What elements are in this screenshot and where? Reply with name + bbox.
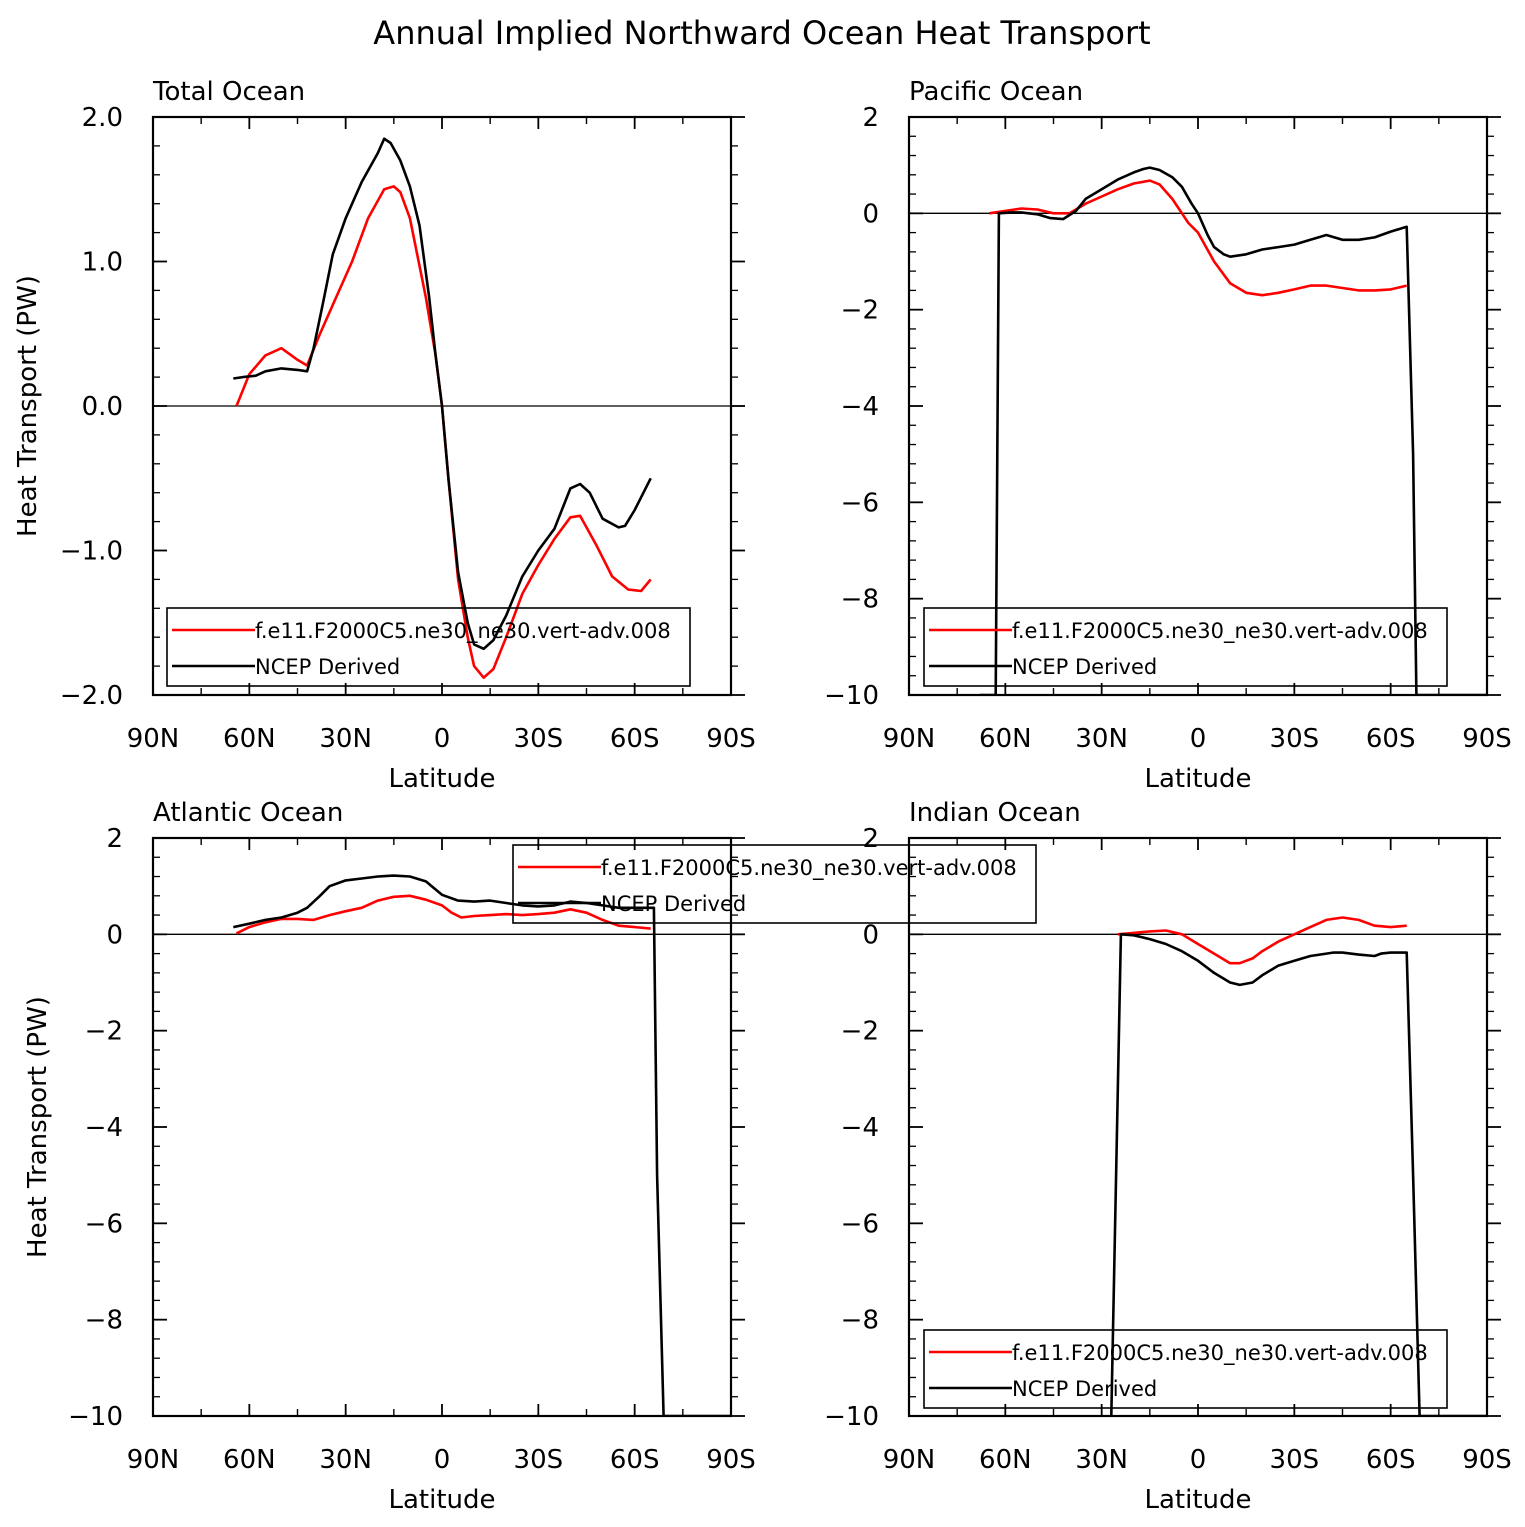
x-tick-label: 30S: [514, 1445, 564, 1475]
x-tick-label: 30N: [1075, 1445, 1128, 1475]
legend-label: NCEP Derived: [1012, 655, 1157, 679]
y-tick-label: −8: [85, 1306, 123, 1336]
y-tick-label: −10: [824, 681, 879, 711]
y-tick-label: 2.0: [82, 103, 123, 133]
legend-label: f.e11.F2000C5.ne30_ne30.vert-adv.008: [601, 856, 1017, 881]
x-tick-label: 30S: [1270, 724, 1320, 754]
y-tick-label: −8: [841, 585, 879, 615]
x-tick-label: 60S: [1366, 1445, 1416, 1475]
legend-box: [166, 607, 691, 687]
legend-box: [923, 607, 1448, 687]
panel-atlantic-ocean: 90N 60N 30N 0 30S 60S 90S −10 −8 −6 −4 −2 0 2 Atlantic…: [23, 798, 1037, 1515]
x-tick-label: 90N: [883, 724, 936, 754]
x-tick-label: 90S: [1462, 724, 1512, 754]
x-tick-label: 0: [434, 1445, 451, 1475]
panel-total-ocean: 90N 60N 30N 0 30S 60S 90S −2.0 −1.0 0.0 1.0 2.0 Tota…: [13, 77, 756, 794]
y-tick-label: −8: [841, 1306, 879, 1336]
y-tick-label: −6: [85, 1209, 123, 1239]
x-tick-label: 0: [434, 724, 451, 754]
panel-title: Atlantic Ocean: [153, 798, 343, 828]
legend-label: f.e11.F2000C5.ne30_ne30.vert-adv.008: [255, 619, 671, 644]
y-tick-label: 0.0: [82, 392, 123, 422]
x-tick-label: 90N: [883, 1445, 936, 1475]
series-group: [1110, 916, 1487, 1416]
legend: f.e11.F2000C5.ne30_ne30.vert-adv.008 NCEP…: [166, 607, 691, 687]
y-tick-label: 2: [106, 824, 123, 854]
series-group: [233, 137, 652, 679]
panel-title: Indian Ocean: [909, 798, 1081, 828]
y-tick-label: −2: [841, 1017, 879, 1047]
legend-label: f.e11.F2000C5.ne30_ne30.vert-adv.008: [1012, 1341, 1428, 1366]
y-tick-label: −6: [841, 1209, 879, 1239]
y-tick-label: −2: [841, 296, 879, 326]
panel-pacific-ocean: 90N 60N 30N 0 30S 60S 90S −10 −8 −6 −4 −2 0 2 Pacific …: [824, 77, 1512, 794]
model-series-line: [1117, 916, 1407, 965]
x-tick-label: 60N: [223, 1445, 276, 1475]
x-axis-label: Latitude: [1144, 1485, 1251, 1515]
y-tick-label: −6: [841, 488, 879, 518]
legend: f.e11.F2000C5.ne30_ne30.vert-adv.008 NCEP…: [512, 844, 1037, 924]
ncep-series-line: [979, 166, 1487, 695]
ncep-series-line: [1110, 933, 1487, 1416]
legend-box: [923, 1329, 1448, 1409]
y-tick-label: −4: [841, 1113, 879, 1143]
x-tick-label: 0: [1190, 1445, 1207, 1475]
model-series-line: [235, 894, 651, 935]
y-tick-label: −2: [85, 1017, 123, 1047]
legend-label: NCEP Derived: [1012, 1377, 1157, 1401]
x-tick-label: 60S: [610, 724, 660, 754]
legend: f.e11.F2000C5.ne30_ne30.vert-adv.008 NCEP…: [923, 607, 1448, 687]
panel-title: Pacific Ocean: [909, 77, 1083, 107]
y-tick-label: 2: [862, 824, 879, 854]
x-tick-label: 90S: [706, 1445, 756, 1475]
panel-title: Total Ocean: [152, 77, 305, 107]
y-tick-label: −10: [824, 1402, 879, 1432]
figure-title: Annual Implied Northward Ocean Heat Tran…: [373, 14, 1150, 52]
legend: f.e11.F2000C5.ne30_ne30.vert-adv.008 NCEP…: [923, 1329, 1448, 1409]
legend-box: [512, 844, 1037, 924]
x-tick-label: 30S: [1270, 1445, 1320, 1475]
y-tick-label: −1.0: [60, 537, 123, 567]
x-tick-label: 90N: [127, 1445, 180, 1475]
y-tick-label: −4: [85, 1113, 123, 1143]
y-tick-label: −10: [68, 1402, 123, 1432]
x-tick-label: 90S: [1462, 1445, 1512, 1475]
panel-indian-ocean: 90N 60N 30N 0 30S 60S 90S −10 −8 −6 −4 −2 0 2 Indian O…: [824, 798, 1512, 1515]
x-tick-label: 90N: [127, 724, 180, 754]
y-tick-label: −4: [841, 392, 879, 422]
legend-label: NCEP Derived: [601, 892, 746, 916]
legend-label: f.e11.F2000C5.ne30_ne30.vert-adv.008: [1012, 619, 1428, 644]
x-tick-label: 30N: [319, 1445, 372, 1475]
x-tick-label: 0: [1190, 724, 1207, 754]
x-tick-label: 30S: [514, 724, 564, 754]
x-tick-label: 60N: [223, 724, 276, 754]
x-tick-label: 60N: [979, 1445, 1032, 1475]
y-tick-label: 0: [862, 920, 879, 950]
y-axis-label: Heat Transport (PW): [13, 275, 43, 537]
y-tick-label: 1.0: [82, 248, 123, 278]
x-axis-label: Latitude: [1144, 764, 1251, 794]
y-tick-label: 2: [862, 103, 879, 133]
x-tick-label: 30N: [1075, 724, 1128, 754]
x-tick-label: 30N: [319, 724, 372, 754]
ncep-series-line: [233, 874, 731, 1416]
series-group: [233, 874, 731, 1416]
x-tick-label: 60S: [1366, 724, 1416, 754]
x-tick-label: 90S: [706, 724, 756, 754]
y-tick-label: 0: [862, 199, 879, 229]
legend-label: NCEP Derived: [255, 655, 400, 679]
x-axis-label: Latitude: [388, 1485, 495, 1515]
ncep-series-line: [233, 137, 652, 651]
x-tick-label: 60S: [610, 1445, 660, 1475]
x-tick-label: 60N: [979, 724, 1032, 754]
y-axis-label: Heat Transport (PW): [23, 996, 53, 1258]
y-tick-label: −2.0: [60, 681, 123, 711]
series-group: [979, 166, 1487, 695]
model-series-line: [989, 179, 1408, 297]
y-tick-label: 0: [106, 920, 123, 950]
x-axis-label: Latitude: [388, 764, 495, 794]
